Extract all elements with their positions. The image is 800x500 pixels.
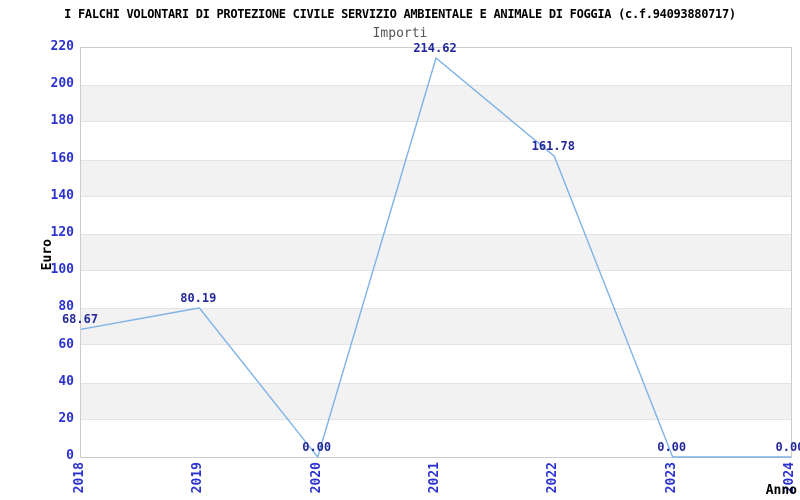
x-tick-label: 2019 [190, 462, 206, 494]
chart-title: I FALCHI VOLONTARI DI PROTEZIONE CIVILE … [64, 7, 736, 21]
x-tick-label: 2018 [72, 462, 87, 494]
y-tick-label: 140 [50, 187, 74, 203]
x-tick-label: 2023 [663, 462, 679, 494]
grid-band [81, 233, 791, 272]
chart-subtitle: Importi [372, 26, 428, 41]
line-series [80, 56, 791, 459]
x-tick-label: 2022 [545, 462, 561, 494]
y-tick-label: 120 [50, 224, 74, 240]
y-tick-label: 100 [50, 262, 74, 278]
x-tick-label: 2020 [308, 462, 324, 494]
x-tick-label: 2021 [427, 462, 442, 494]
y-tick-label: 40 [58, 373, 74, 389]
y-tick-label: 80 [58, 299, 74, 315]
grid-band [81, 85, 791, 123]
data-point-label: 214.62 [413, 41, 457, 55]
importi-line [80, 56, 791, 459]
data-point-label: 0.00 [657, 440, 687, 454]
y-tick-label: 180 [50, 113, 74, 129]
data-point-label: 0.00 [775, 440, 800, 454]
y-axis-title: Euro [40, 239, 55, 271]
y-tick-label: 220 [50, 39, 74, 54]
y-tick-label: 160 [50, 150, 74, 166]
grid-band [81, 159, 791, 197]
grid-band [81, 382, 791, 420]
y-tick-label: 0 [66, 448, 74, 463]
y-tick-label: 200 [50, 76, 74, 92]
y-tick-label: 20 [58, 410, 74, 426]
grid-band [81, 308, 791, 346]
data-point-label: 80.19 [180, 290, 217, 305]
x-axis-title: Anno [765, 483, 797, 498]
data-point-label: 0.00 [302, 440, 332, 454]
plot-area [80, 47, 792, 459]
y-tick-label: 60 [58, 336, 74, 352]
data-point-label: 161.78 [531, 139, 575, 154]
data-point-label: 68.67 [61, 312, 99, 327]
